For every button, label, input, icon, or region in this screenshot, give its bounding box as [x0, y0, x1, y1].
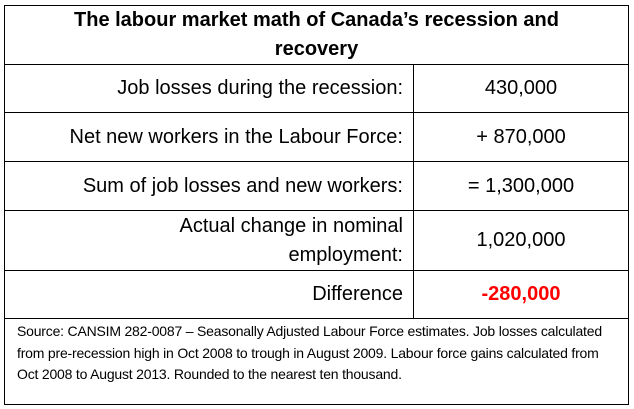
row-label: Net new workers in the Labour Force:: [5, 113, 414, 161]
row-label: Difference: [5, 271, 414, 318]
row-value: + 870,000: [476, 125, 566, 148]
row-label: Job losses during the recession:: [5, 65, 414, 112]
table-title: The labour market math of Canada’s reces…: [5, 6, 628, 65]
row-value: = 1,300,000: [467, 174, 575, 197]
row-value: 430,000: [484, 77, 558, 99]
table-row: Job losses during the recession: 430,000: [5, 65, 628, 113]
labour-market-table: The labour market math of Canada’s reces…: [4, 5, 629, 405]
table-row: Actual change in nominal employment: 1,0…: [5, 211, 628, 271]
row-label: Sum of job losses and new workers:: [5, 162, 414, 210]
row-label: Actual change in nominal employment:: [5, 211, 414, 270]
source-note: Source: CANSIM 282-0087 – Seasonally Adj…: [17, 323, 602, 382]
table-row: Sum of job losses and new workers: = 1,3…: [5, 162, 628, 211]
table-row: Net new workers in the Labour Force: + 8…: [5, 113, 628, 162]
difference-value: -280,000: [481, 283, 561, 305]
table-row: Difference -280,000: [5, 271, 628, 319]
row-value: 1,020,000: [476, 229, 566, 251]
